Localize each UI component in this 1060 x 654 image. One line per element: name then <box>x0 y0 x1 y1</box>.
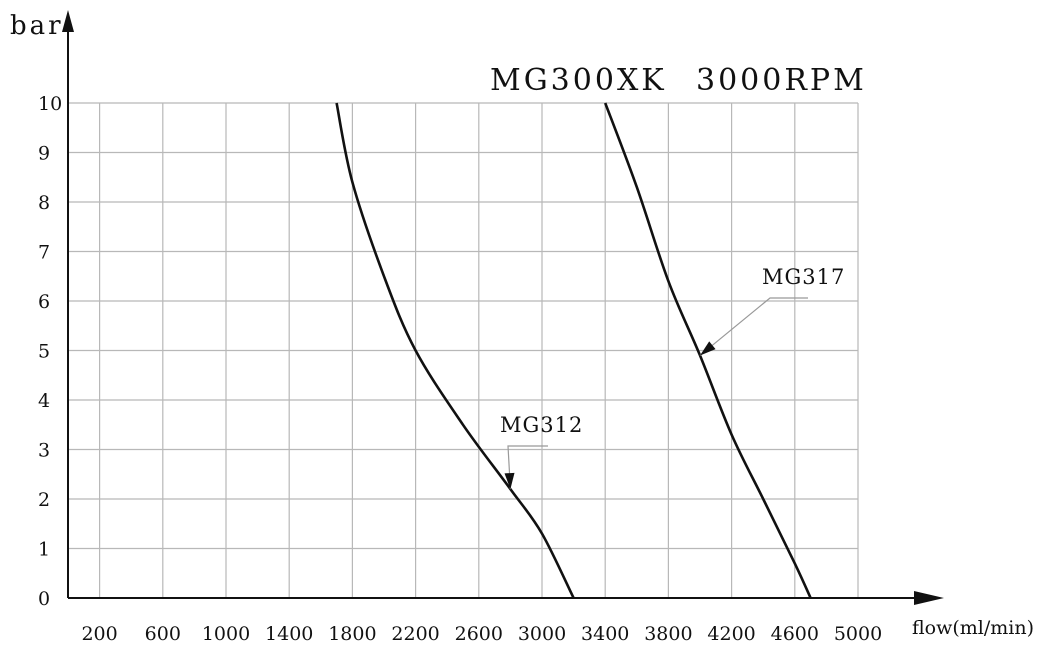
x-tick-label: 3400 <box>581 623 629 645</box>
y-tick-label: 9 <box>38 143 50 165</box>
series-label-mg317: MG317 <box>762 265 845 289</box>
x-tick-label: 1400 <box>265 623 313 645</box>
x-tick-label: 4600 <box>771 623 819 645</box>
annotation-arrow <box>504 472 515 490</box>
y-tick-label: 4 <box>38 390 50 412</box>
y-tick-label: 1 <box>38 539 50 561</box>
x-tick-label: 2600 <box>455 623 503 645</box>
y-tick-label: 7 <box>38 242 50 264</box>
y-tick-label: 10 <box>38 93 62 115</box>
x-tick-label: 600 <box>145 623 181 645</box>
x-tick-label: 2200 <box>391 623 439 645</box>
annotation-arrow <box>700 341 716 356</box>
x-tick-label: 1000 <box>202 623 250 645</box>
x-axis-arrow <box>914 591 944 605</box>
series-line-mg317 <box>603 102 812 599</box>
annotations: bar flow(ml/min) MG300XK 3000RPM MG312 MG… <box>10 11 1034 639</box>
annotation-leader <box>699 297 808 356</box>
x-tick-label: 5000 <box>834 623 882 645</box>
series-lines <box>335 102 812 599</box>
y-tick-label: 3 <box>38 440 50 462</box>
x-tick-label: 3800 <box>644 623 692 645</box>
grid <box>68 102 859 598</box>
x-axis-label: flow(ml/min) <box>912 617 1034 639</box>
chart-subtitle: 3000RPM <box>696 63 867 98</box>
x-tick-label: 1800 <box>328 623 376 645</box>
y-axis-label: bar <box>10 11 64 41</box>
y-tick-label: 2 <box>38 489 50 511</box>
y-tick-label: 5 <box>38 341 50 363</box>
x-tick-label: 4200 <box>707 623 755 645</box>
chart-title: MG300XK <box>490 63 667 98</box>
y-tick-label: 0 <box>38 588 50 610</box>
y-tick-label: 8 <box>38 192 50 214</box>
axes <box>62 10 944 605</box>
x-tick-label: 3000 <box>518 623 566 645</box>
series-label-mg312: MG312 <box>500 413 583 437</box>
x-tick-label: 200 <box>81 623 117 645</box>
series-line-mg312 <box>335 102 575 599</box>
y-axis-arrow <box>62 10 74 32</box>
y-tick-label: 6 <box>38 291 50 313</box>
tick-labels: 0 1 2 3 4 5 6 7 8 9 10 200 600 1000 1400 1800 2200 2600 30… <box>38 93 882 645</box>
